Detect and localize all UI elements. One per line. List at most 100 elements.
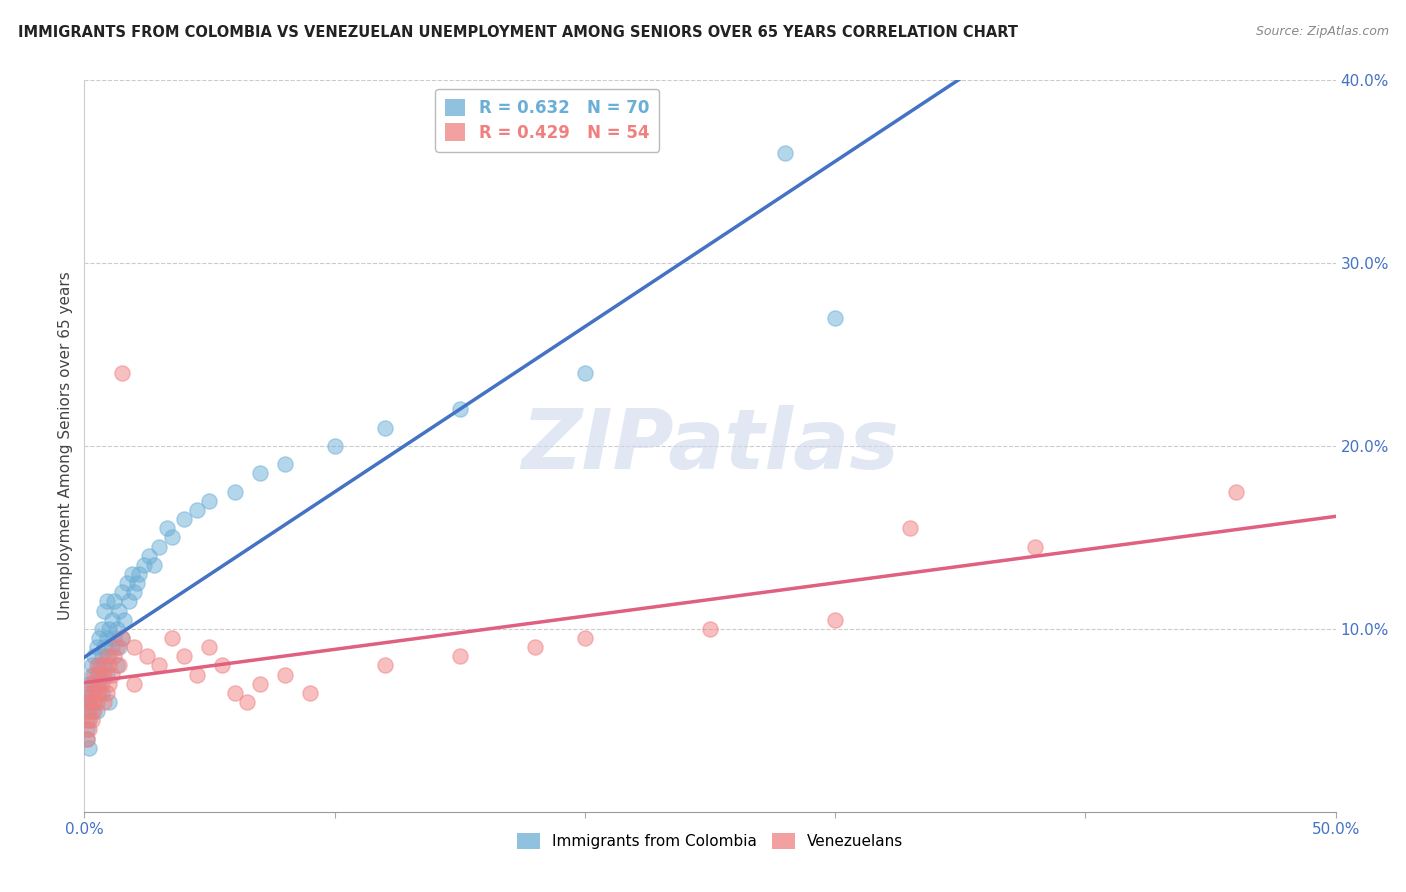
Point (198, 494, 221, 508)
Point (125, 576, 148, 591)
Point (111, 631, 134, 645)
Point (111, 631, 134, 645)
Point (79, 695, 101, 709)
Point (101, 613, 124, 627)
Point (115, 576, 138, 591)
Point (93, 658, 115, 673)
Point (98, 676, 121, 690)
Point (236, 695, 259, 709)
Point (523, 640, 546, 655)
Point (80, 676, 103, 690)
Point (80, 658, 103, 673)
Point (136, 649, 159, 664)
Point (186, 667, 208, 681)
Point (90, 667, 112, 681)
Point (83, 686, 105, 700)
Legend: Immigrants from Colombia, Venezuelans: Immigrants from Colombia, Venezuelans (510, 827, 910, 855)
Point (79, 676, 101, 690)
Point (83, 649, 105, 664)
Point (124, 585, 146, 599)
Point (249, 676, 271, 690)
Point (86, 667, 108, 681)
Point (103, 594, 125, 608)
Point (79, 704, 101, 718)
Text: Source: ZipAtlas.com: Source: ZipAtlas.com (1256, 25, 1389, 38)
Point (148, 658, 170, 673)
Point (93, 695, 115, 709)
Point (93, 640, 115, 655)
Point (103, 631, 125, 645)
Point (224, 484, 246, 499)
Point (86, 704, 108, 718)
Text: IMMIGRANTS FROM COLOMBIA VS VENEZUELAN UNEMPLOYMENT AMONG SENIORS OVER 65 YEARS : IMMIGRANTS FROM COLOMBIA VS VENEZUELAN U… (18, 25, 1018, 40)
Point (101, 640, 124, 655)
Point (824, 613, 846, 627)
Point (86, 686, 108, 700)
Point (143, 558, 166, 572)
Point (83, 695, 105, 709)
Point (89, 686, 111, 700)
Point (148, 540, 170, 554)
Point (124, 640, 146, 655)
Point (824, 310, 846, 325)
Point (108, 603, 131, 617)
Point (574, 366, 596, 380)
Point (80, 667, 103, 681)
Point (118, 594, 141, 608)
Point (90, 686, 112, 700)
Point (173, 649, 195, 664)
Point (93, 603, 115, 617)
Point (79, 740, 101, 755)
Point (76, 714, 98, 728)
Point (89, 676, 111, 690)
Point (93, 667, 115, 681)
Point (121, 567, 143, 582)
Point (80, 686, 103, 700)
Point (134, 558, 156, 572)
Point (98, 622, 121, 636)
Point (138, 549, 160, 563)
Point (699, 622, 721, 636)
Point (298, 686, 321, 700)
Point (1024, 540, 1046, 554)
Point (76, 731, 98, 746)
Point (86, 658, 108, 673)
Point (76, 691, 98, 706)
Point (90, 649, 112, 664)
Point (111, 366, 134, 380)
Point (108, 658, 131, 673)
Text: ZIPatlas: ZIPatlas (522, 406, 898, 486)
Point (76, 704, 98, 718)
Point (112, 613, 135, 627)
Point (323, 439, 346, 453)
Point (574, 631, 596, 645)
Point (86, 640, 108, 655)
Point (273, 457, 295, 471)
Point (198, 640, 221, 655)
Point (449, 649, 471, 664)
Point (86, 695, 108, 709)
Point (79, 723, 101, 737)
Point (80, 704, 103, 718)
Point (1225, 484, 1247, 499)
Point (101, 667, 124, 681)
Point (773, 146, 796, 161)
Point (173, 512, 195, 526)
Point (108, 640, 131, 655)
Point (224, 686, 246, 700)
Point (156, 521, 179, 535)
Point (83, 676, 105, 690)
Point (449, 402, 471, 417)
Point (90, 622, 112, 636)
Point (898, 521, 921, 535)
Point (83, 704, 105, 718)
Point (76, 723, 98, 737)
Point (160, 530, 183, 544)
Point (83, 667, 105, 681)
Point (211, 658, 233, 673)
Point (90, 676, 112, 690)
Point (90, 658, 112, 673)
Point (79, 714, 101, 728)
Point (76, 731, 98, 746)
Point (186, 503, 208, 517)
